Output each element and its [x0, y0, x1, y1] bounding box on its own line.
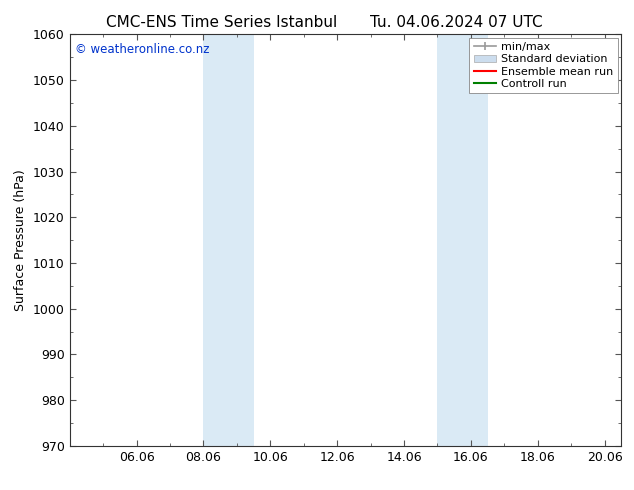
Text: CMC-ENS Time Series Istanbul: CMC-ENS Time Series Istanbul: [107, 15, 337, 30]
Text: © weatheronline.co.nz: © weatheronline.co.nz: [75, 43, 210, 55]
Legend: min/max, Standard deviation, Ensemble mean run, Controll run: min/max, Standard deviation, Ensemble me…: [469, 38, 618, 93]
Text: Tu. 04.06.2024 07 UTC: Tu. 04.06.2024 07 UTC: [370, 15, 543, 30]
Bar: [437, 34, 488, 446]
Bar: [204, 34, 254, 446]
Y-axis label: Surface Pressure (hPa): Surface Pressure (hPa): [15, 169, 27, 311]
